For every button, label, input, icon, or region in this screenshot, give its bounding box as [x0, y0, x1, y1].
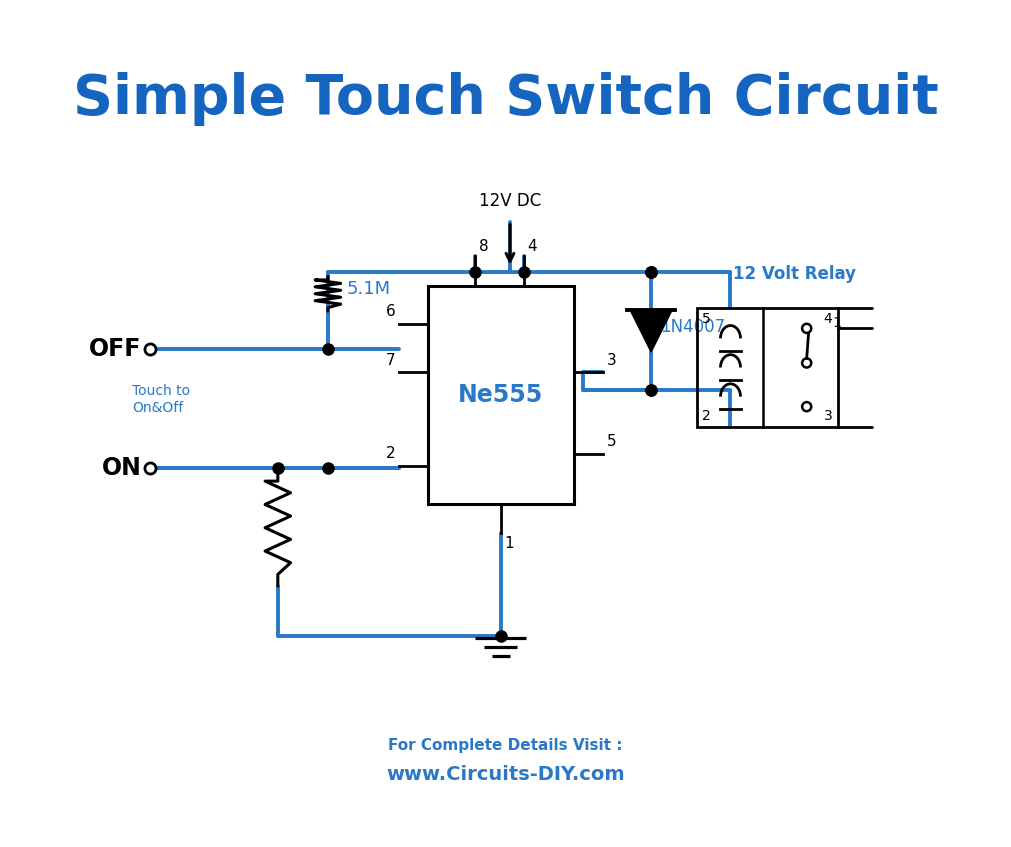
Text: Simple Touch Switch Circuit: Simple Touch Switch Circuit [73, 72, 938, 125]
Text: www.Circuits-DIY.com: www.Circuits-DIY.com [386, 765, 625, 783]
Text: Touch to
On&Off: Touch to On&Off [132, 384, 190, 415]
Text: 12 Volt Relay: 12 Volt Relay [733, 265, 856, 283]
Text: 7: 7 [385, 352, 395, 368]
Text: 2: 2 [702, 409, 711, 423]
Text: 5.1M: 5.1M [346, 280, 390, 298]
Text: For Complete Details Visit :: For Complete Details Visit : [388, 738, 623, 753]
Text: OFF: OFF [89, 337, 142, 362]
Bar [428, 285, 573, 504]
Text: 4: 4 [528, 239, 537, 254]
Text: 5: 5 [702, 312, 711, 326]
Text: ON: ON [101, 456, 142, 479]
Bar [697, 308, 838, 427]
Text: 4: 4 [824, 312, 832, 326]
Text: 12V DC: 12V DC [479, 192, 541, 210]
Text: 1: 1 [832, 316, 841, 329]
Text: 5: 5 [607, 435, 616, 450]
Polygon shape [630, 310, 672, 352]
Text: 6: 6 [385, 304, 395, 319]
Text: 1: 1 [504, 536, 515, 551]
Text: 2: 2 [385, 446, 395, 462]
Text: Ne555: Ne555 [458, 383, 544, 407]
Text: 8: 8 [479, 239, 488, 254]
Text: 1N4007: 1N4007 [660, 318, 725, 335]
Text: 3: 3 [607, 352, 617, 368]
Text: 3: 3 [824, 409, 832, 423]
